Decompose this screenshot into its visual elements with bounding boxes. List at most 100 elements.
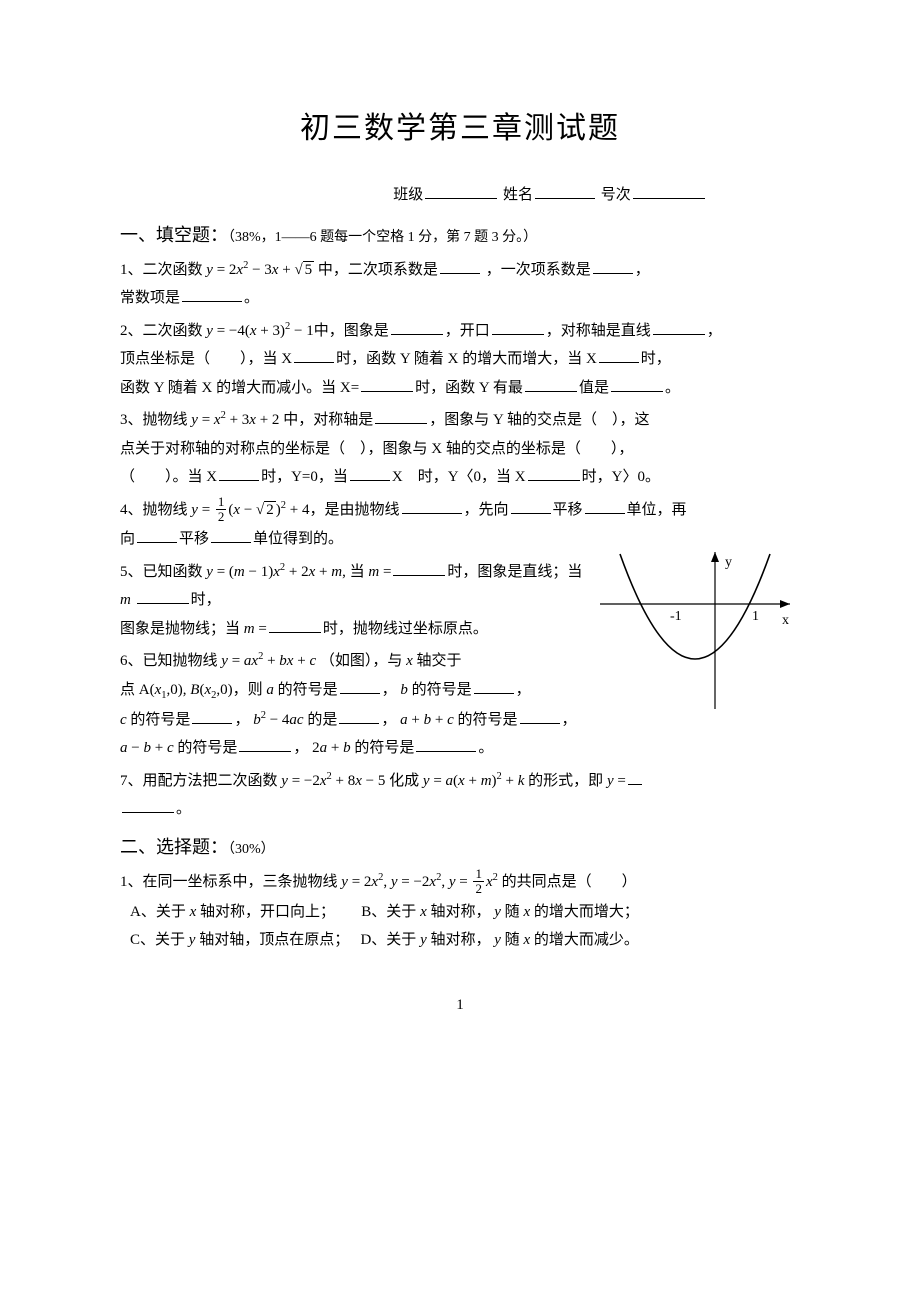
- q5-text-e: 图象是抛物线；当: [120, 621, 240, 637]
- blank: [528, 465, 580, 481]
- y-arrow: [711, 552, 719, 562]
- blank: [474, 678, 514, 694]
- q1-text-e: 常数项是: [120, 290, 180, 306]
- blank: [375, 408, 427, 424]
- q4-eq: y = 12(x − √2)2 + 4: [191, 502, 309, 518]
- q2-text-e: ，: [707, 323, 722, 339]
- q1-text-f: 。: [244, 290, 259, 306]
- q3-text-g: X 时，Y〈0，当 X: [392, 469, 526, 485]
- q3-eq: y = x2 + 3x + 2: [191, 412, 279, 428]
- section-2-scoring: （30%）: [228, 842, 275, 857]
- q3-text-e: （ ）。当 X: [120, 469, 217, 485]
- q5-eq: y = (m − 1)x2 + 2x + m,: [206, 564, 346, 580]
- q7-eq3: y =: [607, 773, 626, 789]
- q6-text-f: 的符号是: [278, 682, 338, 698]
- q2-text-k: 值是: [579, 380, 609, 396]
- mc1-A: A、关于: [130, 904, 186, 920]
- label-one: 1: [752, 609, 759, 624]
- q4-text-g: 平移: [179, 531, 209, 547]
- label-neg1: -1: [670, 609, 682, 624]
- q6-text-l: 的符号是: [457, 712, 517, 728]
- section-1-scoring: （38%，1——6 题每一个空格 1 分，第 7 题 3 分。）: [228, 230, 537, 245]
- blank: [269, 617, 321, 633]
- q6-text-b: （如图），与: [320, 653, 403, 669]
- q2-text-c: ，开口: [445, 323, 490, 339]
- blank: [182, 286, 242, 302]
- q7-text-c: 的形式，即: [528, 773, 603, 789]
- q2-text-a: 2、二次函数: [120, 323, 203, 339]
- mc1-Cc: 轴对轴，顶点在原点；: [199, 932, 342, 948]
- mc1-B: B、关于: [361, 904, 416, 920]
- mc1-De: 随: [505, 932, 520, 948]
- q5-text-c: 时，图象是直线；当: [447, 564, 582, 580]
- blank: [593, 258, 633, 274]
- name-label: 姓名: [503, 187, 533, 203]
- blank: [492, 319, 544, 335]
- q6-text-a: 6、已知抛物线: [120, 653, 218, 669]
- name-blank: [535, 183, 595, 199]
- blank: [350, 465, 390, 481]
- question-3: 3、抛物线 y = x2 + 3x + 2 中，对称轴是，图象与 Y 轴的交点是…: [120, 406, 800, 492]
- q5-text-b: 当: [350, 564, 365, 580]
- mc1-Df: 的增大而减少。: [534, 932, 639, 948]
- q4-text-b: ，是由抛物线: [310, 502, 400, 518]
- q6-text-i: ，: [516, 682, 531, 698]
- blank: [137, 588, 189, 604]
- section-1-head: 一、填空题：（38%，1——6 题每一个空格 1 分，第 7 题 3 分。）: [120, 218, 800, 252]
- q1-eq: y = 2x2 − 3x + √5: [206, 262, 314, 278]
- blank: [653, 319, 705, 335]
- blank: [416, 736, 476, 752]
- blank: [137, 527, 177, 543]
- q6-text-h: 的符号是: [412, 682, 472, 698]
- q6-text-g: ，: [382, 682, 397, 698]
- section-2-head: 二、选择题：（30%）: [120, 830, 800, 864]
- q6-text-m: 的符号是: [177, 740, 237, 756]
- mc1-text-a: 1、在同一坐标系中，三条抛物线: [120, 874, 338, 890]
- q6-text-e: ，则: [233, 682, 263, 698]
- mc1-Bc: 随: [505, 904, 520, 920]
- q2-text-i: 函数 Y 随着 X 的增大而减小。当 X=: [120, 380, 359, 396]
- q7-eq2: y = a(x + m)2 + k: [423, 773, 525, 789]
- blank: [393, 560, 445, 576]
- mc-question-1: 1、在同一坐标系中，三条抛物线 y = 2x2, y = −2x2, y = 1…: [120, 868, 800, 955]
- label-x: x: [782, 613, 789, 628]
- class-blank: [425, 183, 497, 199]
- q2-text-g: 时，函数 Y 随着 X 的增大而增大，当 X: [336, 351, 597, 367]
- q7-eq1: y = −2x2 + 8x − 5: [281, 773, 385, 789]
- page-number: 1: [120, 991, 800, 1020]
- blank: [361, 376, 413, 392]
- q2-text-l: 。: [665, 380, 680, 396]
- class-label: 班级: [393, 187, 423, 203]
- mc1-D: D、关于: [360, 932, 416, 948]
- q4-text-h: 单位得到的。: [253, 531, 343, 547]
- q6-text-d: 点 A: [120, 682, 150, 698]
- q3-text-d: 点关于对称轴的对称点的坐标是（ ），图象与 X 轴的交点的坐标是（ ），: [120, 441, 633, 457]
- student-info: 班级 姓名 号次: [120, 181, 800, 210]
- q2-text-d: ，对称轴是直线: [546, 323, 651, 339]
- q3-text-f: 时，Y=0，当: [261, 469, 348, 485]
- mc1-eqs: y = 2x2, y = −2x2, y = 12x2: [341, 874, 498, 890]
- blank: [192, 708, 232, 724]
- q1-text-c: ，一次项系数是: [486, 262, 591, 278]
- blank: [211, 527, 251, 543]
- parabola-figure: -1 1 y x: [600, 544, 800, 714]
- section-1-title: 一、填空题：: [120, 225, 228, 245]
- question-7: 7、用配方法把二次函数 y = −2x2 + 8x − 5 化成 y = a(x…: [120, 767, 800, 824]
- blank: [391, 319, 443, 335]
- blank: [440, 258, 480, 274]
- mc1-Bd: 的增大而增大；: [534, 904, 639, 920]
- q6-text-j: 的符号是: [130, 712, 190, 728]
- q5-text-a: 5、已知函数: [120, 564, 203, 580]
- mc1-text-b: 的共同点是（ ）: [502, 874, 637, 890]
- q3-text-a: 3、抛物线: [120, 412, 188, 428]
- mc1-Bb: 轴对称，: [430, 904, 490, 920]
- parabola-curve: [620, 554, 770, 659]
- blank: [294, 347, 334, 363]
- page-title: 初三数学第三章测试题: [120, 100, 800, 157]
- q7-text-a: 7、用配方法把二次函数: [120, 773, 278, 789]
- q5-text-d: 时，: [191, 592, 221, 608]
- blank: [525, 376, 577, 392]
- q2-text-j: 时，函数 Y 有最: [415, 380, 523, 396]
- q4-text-a: 4、抛物线: [120, 502, 188, 518]
- q6-text-o: 。: [478, 740, 493, 756]
